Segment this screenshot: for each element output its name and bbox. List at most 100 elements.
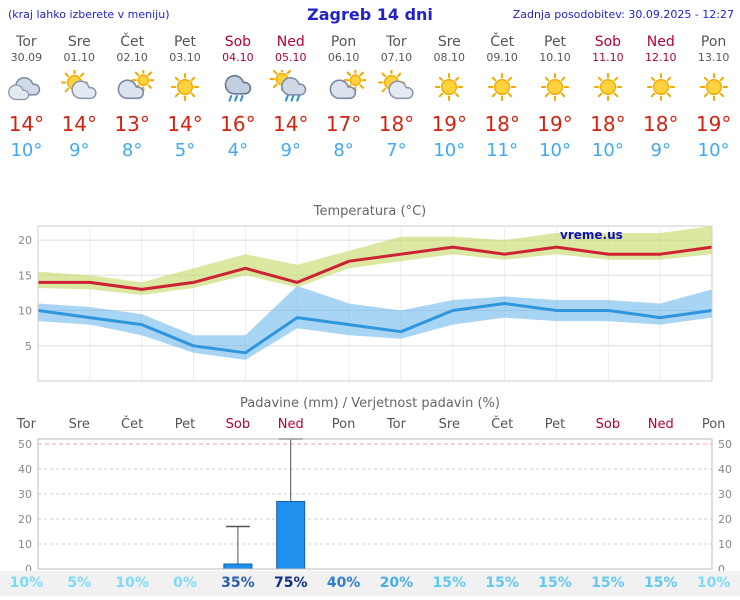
precip-probability-13: 10%	[696, 575, 731, 591]
forecast-day-12[interactable]: Ned 12.10 18° 9°	[634, 34, 687, 162]
forecast-day-0[interactable]: Tor 30.09 14° 10°	[0, 34, 53, 162]
svg-text:50: 50	[18, 438, 32, 451]
precip-probability-12: 15%	[643, 575, 678, 591]
svg-text:20: 20	[718, 513, 732, 526]
day-date: 07.10	[380, 51, 413, 64]
day-low-temp: 10°	[10, 140, 43, 161]
sunny-icon	[692, 68, 736, 106]
precip-day-label-10: Pet	[544, 417, 566, 432]
day-date: 04.10	[222, 51, 254, 64]
mostly-cloudy-icon	[322, 68, 366, 106]
day-low-temp: 10°	[591, 140, 624, 161]
forecast-day-10[interactable]: Pet 10.10 19° 10°	[529, 34, 582, 162]
day-date: 30.09	[10, 51, 43, 64]
day-name: Čet	[490, 34, 515, 50]
forecast-day-13[interactable]: Pon 13.10 19° 10°	[687, 34, 740, 162]
precip-day-label-7: Tor	[386, 417, 406, 432]
precip-day-label-2: Čet	[121, 417, 144, 432]
day-date: 09.10	[486, 51, 518, 64]
day-low-temp: 8°	[121, 140, 143, 161]
precip-day-label-3: Pet	[174, 417, 196, 432]
svg-text:10: 10	[718, 538, 732, 551]
watermark: vreme.us	[560, 228, 623, 242]
cloudy-icon	[4, 68, 48, 106]
precip-day-label-1: Sre	[68, 417, 90, 432]
day-high-temp: 14°	[167, 112, 203, 136]
svg-text:0: 0	[718, 563, 725, 571]
temperature-chart: 5 10 15 20 vreme.us	[18, 225, 713, 382]
forecast-day-8[interactable]: Sre 08.10 19° 10°	[423, 34, 476, 162]
day-high-temp: 19°	[695, 112, 732, 136]
forecast-day-7[interactable]: Tor 07.10 18° 7°	[370, 34, 423, 162]
day-low-temp: 10°	[697, 140, 730, 161]
precip-day-label-13: Pon	[701, 417, 726, 432]
day-low-temp: 9°	[650, 140, 671, 161]
sunny-icon	[586, 68, 630, 106]
precip-probability-11: 15%	[591, 575, 625, 591]
day-high-temp: 18°	[643, 112, 679, 136]
day-date: 03.10	[169, 51, 201, 64]
day-name: Sob	[594, 34, 622, 50]
precip-day-labels: Tor Sre Čet Pet Sob Ned Pon Tor Sre Čet Pet Sob Ned P…	[0, 416, 740, 433]
day-high-temp: 19°	[431, 112, 468, 136]
precip-probability-9: 15%	[485, 575, 519, 591]
day-high-temp: 18°	[378, 112, 415, 136]
day-low-temp: 5°	[174, 140, 196, 161]
sunny-icon	[639, 68, 683, 106]
precip-probability-4: 35%	[221, 575, 255, 591]
day-high-temp: 13°	[114, 112, 150, 136]
day-date: 05.10	[274, 51, 307, 64]
svg-text:15: 15	[18, 269, 32, 282]
svg-text:10: 10	[18, 305, 32, 318]
day-name: Tor	[386, 34, 407, 50]
forecast-day-5[interactable]: Ned 05.10 14° 9°	[264, 34, 317, 162]
day-name: Ned	[646, 34, 675, 50]
day-name: Ned	[276, 34, 305, 50]
day-name: Sre	[67, 34, 91, 50]
day-date: 06.10	[327, 51, 360, 64]
precip-day-label-0: Tor	[16, 417, 36, 432]
svg-text:30: 30	[718, 488, 732, 501]
day-low-temp: 9°	[69, 140, 90, 161]
precip-probability-10: 15%	[538, 575, 572, 591]
partly-cloudy-icon	[57, 68, 101, 106]
rain-showers-icon	[269, 68, 313, 106]
precip-probability-0: 10%	[9, 575, 44, 591]
rain-icon	[216, 68, 260, 106]
day-date: 02.10	[116, 51, 148, 64]
day-high-temp: 18°	[590, 112, 626, 136]
precip-probability-6: 40%	[326, 575, 361, 591]
day-name: Sre	[437, 34, 461, 50]
day-high-temp: 19°	[537, 112, 573, 136]
day-date: 08.10	[433, 51, 466, 64]
day-high-temp: 16°	[220, 112, 256, 136]
sunny-icon	[163, 68, 207, 106]
forecast-day-3[interactable]: Pet 03.10 14° 5°	[159, 34, 212, 162]
forecast-day-6[interactable]: Pon 06.10 17° 8°	[317, 34, 370, 162]
forecast-day-4[interactable]: Sob 04.10 16° 4°	[211, 34, 264, 162]
forecast-day-11[interactable]: Sob 11.10 18° 10°	[581, 34, 634, 162]
location-menu-hint: (kraj lahko izberete v meniju)	[8, 8, 170, 21]
precip-day-label-4: Sob	[225, 417, 251, 432]
precip-day-label-8: Sre	[438, 417, 460, 432]
day-high-temp: 14°	[8, 112, 45, 136]
precip-probability-8: 15%	[432, 575, 467, 591]
temperature-chart-title: Temperatura (°C)	[313, 204, 427, 219]
forecast-day-2[interactable]: Čet 02.10 13° 8°	[106, 34, 159, 162]
svg-text:10: 10	[18, 538, 32, 551]
forecast-day-9[interactable]: Čet 09.10 18° 11°	[476, 34, 529, 162]
day-name: Pet	[173, 34, 197, 50]
precip-day-label-12: Ned	[647, 417, 674, 432]
svg-text:20: 20	[18, 513, 32, 526]
precip-day-label-6: Pon	[331, 417, 356, 432]
mostly-cloudy-icon	[110, 68, 155, 106]
forecast-day-1[interactable]: Sre 01.10 14° 9°	[53, 34, 106, 162]
svg-text:20: 20	[18, 234, 32, 247]
svg-text:30: 30	[18, 488, 32, 501]
sunny-icon	[533, 68, 577, 106]
svg-text:50: 50	[718, 438, 732, 451]
day-low-temp: 11°	[486, 140, 519, 161]
precip-probability-5: 75%	[273, 575, 308, 591]
precip-bar-5	[276, 501, 306, 570]
